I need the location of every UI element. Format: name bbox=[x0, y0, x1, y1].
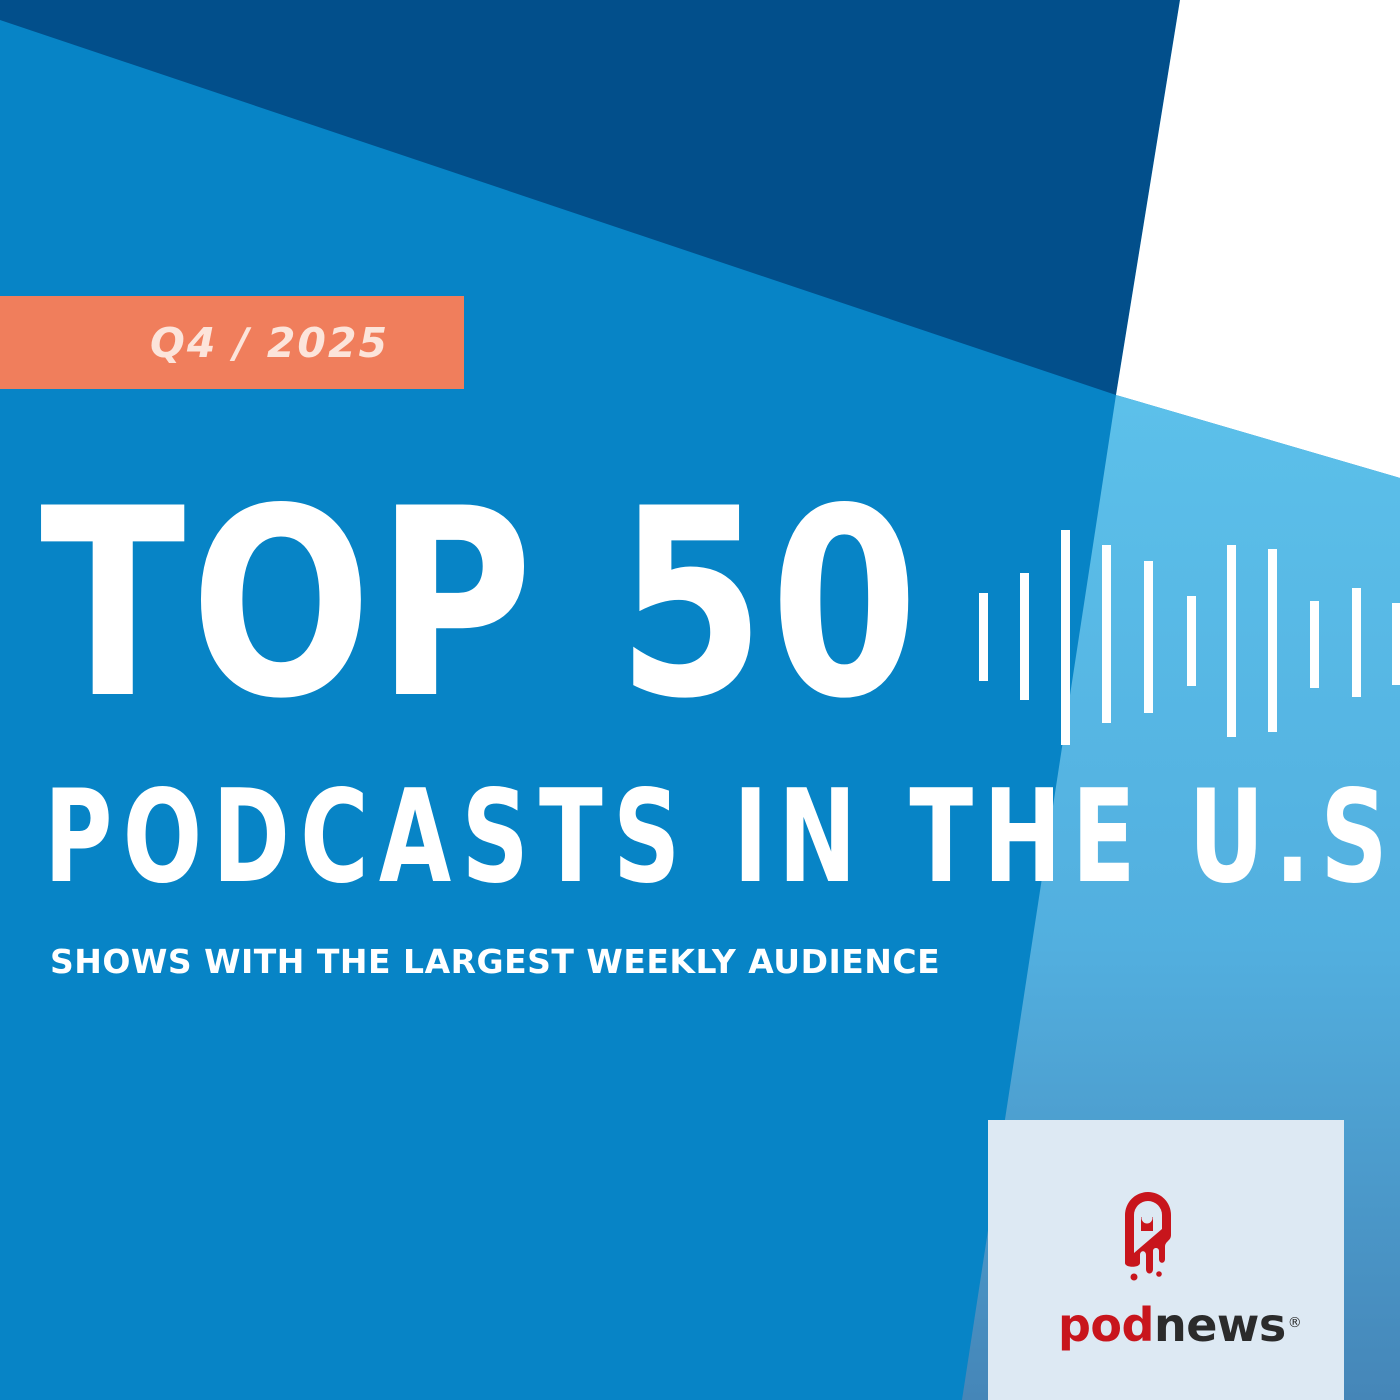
podnews-logo-card: podnews ® bbox=[988, 1120, 1344, 1400]
headline: TOP 50 bbox=[40, 470, 940, 740]
podnews-mic-drip-icon bbox=[1125, 1192, 1171, 1281]
podnews-wordmark-pod: pod bbox=[1058, 1298, 1154, 1352]
headline-title: TOP 50 bbox=[40, 454, 924, 756]
quarter-badge-text: Q4 / 2025 bbox=[150, 318, 390, 367]
subheadline: PODCASTS IN THE U.S. bbox=[44, 774, 1400, 902]
podnews-wordmark: podnews ® bbox=[1058, 1295, 1302, 1365]
subheadline-title: PODCASTS IN THE U.S. bbox=[44, 763, 1400, 912]
background-white-panel bbox=[1116, 0, 1400, 478]
registered-mark: ® bbox=[1287, 1315, 1302, 1331]
background-dark-band bbox=[0, 0, 1180, 395]
tagline: SHOWS WITH THE LARGEST WEEKLY AUDIENCE bbox=[50, 942, 941, 981]
quarter-badge: Q4 / 2025 bbox=[0, 296, 464, 389]
podnews-wordmark-news: news bbox=[1153, 1298, 1286, 1352]
